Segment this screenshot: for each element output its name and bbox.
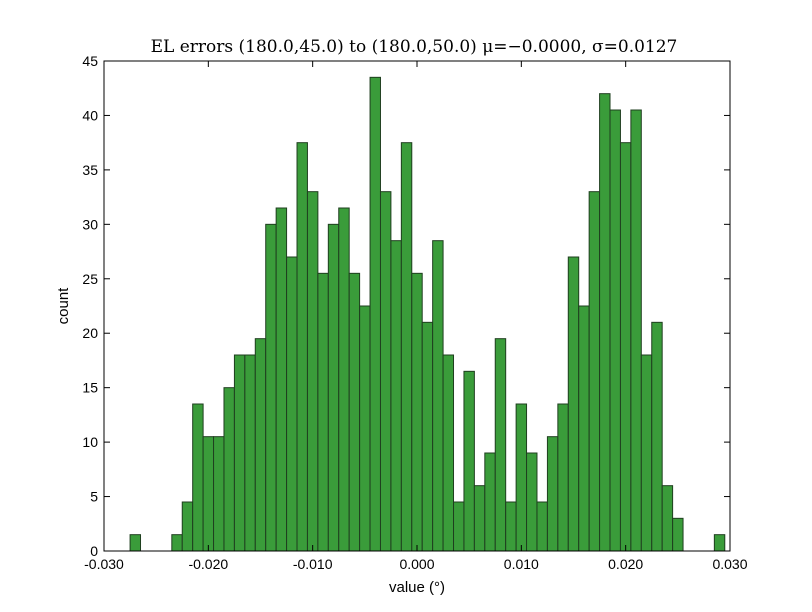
histogram-bar: [390, 240, 402, 552]
histogram-bar: [567, 256, 580, 552]
histogram-bar: [317, 272, 329, 552]
histogram-bar: [494, 338, 507, 552]
histogram-bar: [286, 256, 298, 552]
chart-title: EL errors (180.0,45.0) to (180.0,50.0) μ…: [151, 37, 678, 57]
histogram-bar: [244, 354, 256, 552]
y-tick-label: 15: [82, 380, 98, 396]
histogram-bar: [421, 321, 434, 552]
y-tick-label: 25: [82, 271, 98, 287]
histogram-bar: [338, 207, 350, 552]
histogram-bar: [442, 354, 455, 552]
histogram-bar: [473, 485, 486, 552]
x-tick-label: 0.010: [504, 556, 539, 572]
histogram-bar: [609, 109, 621, 552]
y-axis-label: count: [55, 287, 72, 325]
x-tick-label: -0.030: [84, 556, 124, 572]
histogram-bar: [233, 354, 246, 552]
histogram-bar: [348, 272, 361, 552]
histogram-bar: [619, 142, 632, 552]
y-tick-label: 20: [82, 325, 98, 341]
histogram-bar: [536, 501, 548, 552]
y-tick-label: 10: [82, 434, 98, 450]
x-tick-label: 0.020: [608, 556, 643, 572]
y-axis-ticks: 0 5 10 15 20 25 30 35 40 45: [82, 53, 730, 559]
histogram-bar: [578, 305, 590, 552]
x-tick-label: -0.010: [293, 556, 333, 572]
histogram-bar: [213, 436, 225, 552]
histogram-bar: [661, 485, 674, 552]
y-tick-label: 5: [90, 489, 98, 505]
histogram-bar: [630, 109, 642, 552]
histogram-bar: [640, 354, 653, 552]
histogram-bar: [453, 501, 465, 552]
histogram-bar: [254, 338, 267, 552]
histogram-bar: [599, 93, 611, 552]
histogram-bar: [296, 142, 308, 552]
histogram-bar: [463, 370, 475, 552]
histogram-bar: [171, 534, 183, 552]
x-tick-label: -0.020: [188, 556, 228, 572]
y-tick-label: 40: [82, 107, 98, 123]
y-tick-label: 45: [82, 53, 98, 69]
histogram-bar: [411, 272, 423, 552]
histogram-bar: [515, 403, 528, 552]
histogram-bar: [651, 321, 663, 552]
histogram-bar: [400, 142, 413, 552]
histogram-bar: [223, 387, 235, 552]
x-tick-label: 0.000: [399, 556, 434, 572]
histogram-bar: [672, 517, 684, 552]
histogram-bar: [484, 452, 496, 552]
y-tick-label: 0: [90, 543, 98, 559]
y-tick-label: 35: [82, 162, 98, 178]
histogram-bar: [359, 305, 371, 552]
y-tick-label: 30: [82, 216, 98, 232]
x-tick-label: 0.030: [712, 556, 747, 572]
histogram-bar: [181, 501, 194, 552]
histogram-bar: [265, 223, 277, 552]
histogram-bar: [526, 452, 538, 552]
x-axis-label: value (°): [389, 579, 445, 596]
histogram-bar: [713, 534, 726, 552]
histogram-bar: [369, 76, 381, 552]
histogram-bar: [432, 240, 444, 552]
histogram-bar: [306, 191, 319, 552]
histogram-bar: [379, 191, 392, 552]
histogram-bar: [275, 207, 288, 552]
histogram-bar: [505, 501, 517, 552]
histogram-bar: [588, 191, 601, 552]
histogram-bar: [129, 534, 142, 552]
x-axis-ticks: -0.030 -0.020 -0.010 0.000 0.010 0.020 0.030: [84, 61, 748, 572]
histogram-bar: [192, 403, 204, 552]
histogram-bar: [557, 403, 569, 552]
histogram-bar: [327, 223, 340, 552]
histogram-bar: [202, 436, 215, 552]
histogram-bar: [546, 436, 559, 552]
